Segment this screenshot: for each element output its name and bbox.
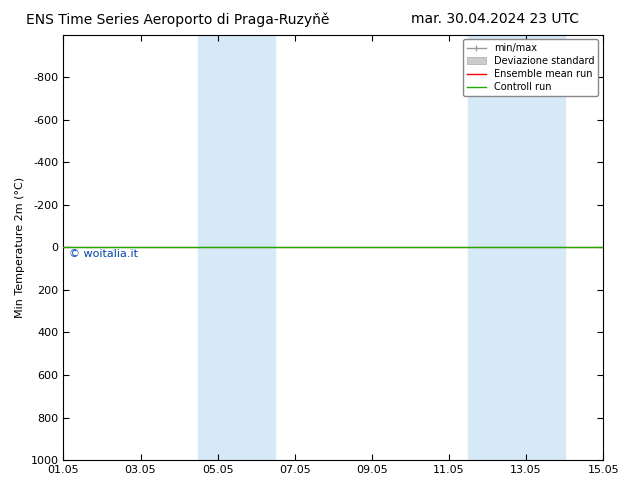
Text: ENS Time Series Aeroporto di Praga-Ruzyňě: ENS Time Series Aeroporto di Praga-Ruzyň… [26,12,329,27]
Bar [198,35,275,460]
Legend: min/max, Deviazione standard, Ensemble mean run, Controll run: min/max, Deviazione standard, Ensemble m… [463,40,598,96]
Text: © woitalia.it: © woitalia.it [69,249,138,259]
Bar [469,35,565,460]
Text: mar. 30.04.2024 23 UTC: mar. 30.04.2024 23 UTC [411,12,578,26]
Y-axis label: Min Temperature 2m (°C): Min Temperature 2m (°C) [15,177,25,318]
